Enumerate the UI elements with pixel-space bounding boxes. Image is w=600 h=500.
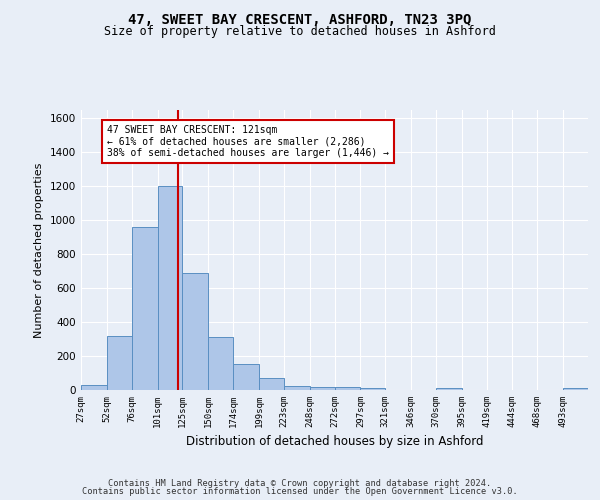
Bar (132, 227, 158, 390)
Bar (259, 378, 284, 390)
X-axis label: Distribution of detached houses by size in Ashford: Distribution of detached houses by size … (186, 436, 483, 448)
Y-axis label: Number of detached properties: Number of detached properties (34, 162, 44, 338)
Bar (182, 273, 208, 390)
Text: Size of property relative to detached houses in Ashford: Size of property relative to detached ho… (104, 25, 496, 38)
Bar (310, 386, 335, 390)
Bar (107, 336, 132, 390)
Bar (158, 186, 182, 390)
Bar (436, 388, 462, 390)
Bar (208, 338, 233, 390)
Text: 47 SWEET BAY CRESCENT: 121sqm
← 61% of detached houses are smaller (2,286)
38% o: 47 SWEET BAY CRESCENT: 121sqm ← 61% of d… (107, 126, 389, 158)
Bar (361, 388, 385, 390)
Bar (81, 385, 107, 390)
Bar (335, 388, 361, 390)
Bar (233, 364, 259, 390)
Text: 47, SWEET BAY CRESCENT, ASHFORD, TN23 3PQ: 47, SWEET BAY CRESCENT, ASHFORD, TN23 3P… (128, 12, 472, 26)
Bar (284, 386, 310, 390)
Bar (563, 388, 588, 390)
Text: Contains public sector information licensed under the Open Government Licence v3: Contains public sector information licen… (82, 487, 518, 496)
Text: Contains HM Land Registry data © Crown copyright and database right 2024.: Contains HM Land Registry data © Crown c… (109, 478, 491, 488)
